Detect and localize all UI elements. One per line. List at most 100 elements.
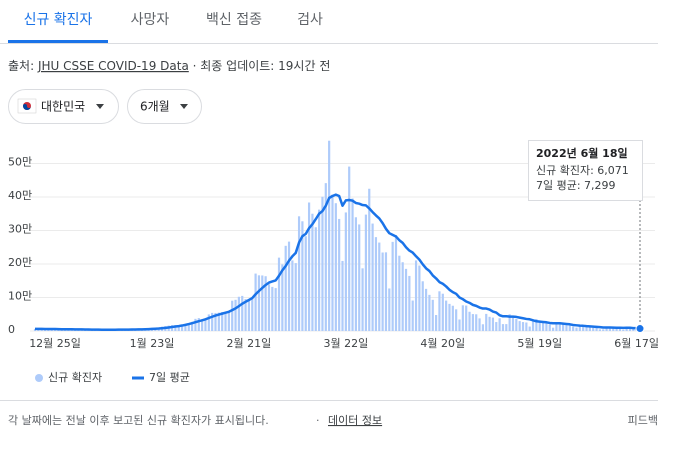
bar bbox=[374, 237, 378, 331]
bar bbox=[592, 327, 595, 331]
tooltip bbox=[528, 140, 643, 201]
source-suffix: · 최종 업데이트: 19시간 전 bbox=[193, 59, 331, 73]
bar bbox=[498, 318, 501, 331]
bar bbox=[572, 326, 575, 331]
bar bbox=[471, 314, 474, 331]
bar bbox=[307, 202, 311, 331]
y-tick-label: 50만 bbox=[8, 156, 32, 169]
bar bbox=[318, 209, 321, 331]
bar bbox=[515, 318, 518, 331]
bar bbox=[231, 300, 234, 331]
bar bbox=[551, 327, 555, 331]
tab[interactable]: 사망자 bbox=[131, 12, 170, 28]
bar bbox=[364, 214, 368, 331]
bar bbox=[331, 194, 334, 331]
tab[interactable]: 백신 접종 bbox=[206, 12, 262, 28]
y-tick-label: 40만 bbox=[8, 189, 32, 202]
bar bbox=[381, 252, 384, 331]
tooltip-line: 신규 확진자: 6,071 bbox=[536, 164, 629, 177]
bar bbox=[358, 224, 361, 331]
bar bbox=[538, 321, 541, 331]
bar bbox=[408, 275, 411, 331]
bar bbox=[495, 322, 498, 331]
x-tick-label: 5월 19일 bbox=[517, 336, 562, 350]
bar bbox=[334, 203, 337, 331]
bar bbox=[445, 300, 448, 331]
tooltip-title: 2022년 6월 18일 bbox=[536, 146, 628, 160]
source-link[interactable]: JHU CSSE COVID-19 Data bbox=[37, 59, 189, 73]
bar bbox=[251, 297, 254, 331]
bar bbox=[428, 294, 431, 331]
bar bbox=[625, 328, 628, 331]
bar bbox=[391, 241, 394, 331]
bar bbox=[338, 218, 341, 331]
x-tick-label: 3월 22일 bbox=[323, 336, 368, 350]
bar bbox=[361, 268, 364, 331]
chart: 0 10만 20만 30만 40만 50만 12월 25일 1월 23일 2월 21일 3월 22… bbox=[8, 140, 659, 350]
bar bbox=[378, 242, 381, 331]
region-dropdown[interactable] bbox=[8, 89, 119, 124]
bar bbox=[257, 275, 261, 331]
bar bbox=[371, 223, 374, 331]
bar bbox=[204, 318, 207, 331]
bar bbox=[241, 295, 244, 331]
bar bbox=[348, 166, 351, 331]
bar bbox=[264, 276, 267, 331]
bar bbox=[501, 324, 505, 331]
bar bbox=[418, 265, 421, 331]
bar bbox=[261, 275, 264, 331]
bar bbox=[294, 263, 297, 331]
bar bbox=[545, 322, 548, 331]
bar bbox=[211, 312, 214, 331]
period-dropdown[interactable] bbox=[127, 89, 202, 124]
bar bbox=[555, 322, 558, 331]
bar bbox=[284, 245, 287, 331]
bar bbox=[351, 198, 354, 331]
y-tick-label: 20만 bbox=[8, 256, 32, 269]
tab[interactable]: 검사 bbox=[297, 12, 323, 28]
feedback-link[interactable]: 피드백 bbox=[628, 414, 658, 427]
bar bbox=[615, 327, 618, 331]
bar bbox=[565, 325, 568, 331]
bar bbox=[558, 322, 561, 331]
bar bbox=[301, 221, 304, 331]
bar bbox=[588, 326, 591, 331]
bar bbox=[441, 293, 444, 331]
x-tick-label: 1월 23일 bbox=[130, 336, 175, 350]
bar bbox=[197, 318, 200, 331]
bar bbox=[488, 316, 491, 331]
source-line: 출처: JHU CSSE COVID-19 Data · 최종 업데이트: 19… bbox=[8, 59, 330, 73]
bar bbox=[602, 329, 605, 331]
bar bbox=[491, 317, 495, 331]
bar bbox=[254, 273, 257, 331]
bar bbox=[281, 264, 284, 331]
bar bbox=[438, 291, 441, 331]
bar bbox=[541, 322, 545, 331]
bar bbox=[314, 227, 317, 331]
bar bbox=[404, 268, 408, 331]
bar bbox=[341, 260, 344, 331]
data-info-link[interactable]: 데이터 정보 bbox=[328, 414, 382, 427]
line bbox=[34, 193, 641, 331]
tooltip-line: 7일 평균: 7,299 bbox=[536, 178, 616, 192]
bar bbox=[354, 217, 357, 331]
legend-label: 7일 평균 bbox=[149, 370, 190, 384]
x-tick-label: 12월 25일 bbox=[29, 336, 81, 350]
bar bbox=[311, 213, 314, 331]
bar bbox=[612, 327, 615, 331]
bar bbox=[177, 325, 180, 331]
bar bbox=[461, 305, 464, 331]
bar bbox=[224, 312, 227, 331]
bar bbox=[244, 299, 247, 331]
bar bbox=[291, 260, 294, 331]
bar bbox=[287, 241, 291, 331]
bar bbox=[271, 286, 274, 331]
flag-circle bbox=[23, 104, 31, 110]
source-prefix: 출처: bbox=[8, 59, 34, 73]
bar bbox=[435, 315, 438, 331]
y-tick-label: 30만 bbox=[8, 223, 32, 236]
bar bbox=[431, 299, 434, 331]
tab[interactable]: 신규 확진자 bbox=[24, 12, 93, 28]
